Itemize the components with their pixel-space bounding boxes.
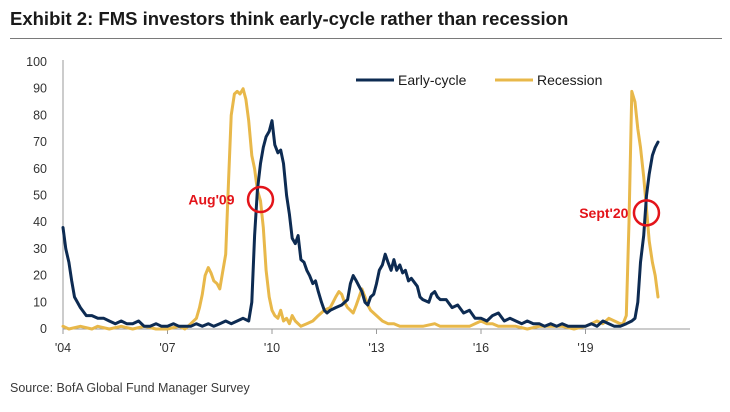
y-tick-label: 40 — [33, 215, 47, 229]
x-tick-label: '07 — [159, 341, 175, 355]
y-tick-label: 70 — [33, 135, 47, 149]
series-line-recession — [61, 87, 660, 331]
x-tick-label: '04 — [55, 341, 71, 355]
annotation-label: Aug'09 — [188, 192, 234, 208]
legend-label-early-cycle: Early-cycle — [398, 72, 467, 88]
source-note: Source: BofA Global Fund Manager Survey — [10, 381, 250, 395]
y-tick-label: 30 — [33, 242, 47, 256]
legend-label-recession: Recession — [537, 72, 602, 88]
series-line-early-cycle — [61, 119, 660, 328]
annotation-label: Sept'20 — [579, 205, 628, 221]
chart-title: Exhibit 2: FMS investors think early-cyc… — [10, 8, 569, 29]
title-divider — [10, 38, 722, 39]
y-tick-label: 10 — [33, 295, 47, 309]
x-tick-label: '10 — [264, 341, 280, 355]
y-tick-label: 80 — [33, 108, 47, 122]
y-tick-label: 20 — [33, 269, 47, 283]
y-tick-label: 50 — [33, 189, 47, 203]
y-tick-label: 90 — [33, 82, 47, 96]
y-tick-label: 0 — [40, 322, 47, 336]
annotation-circle — [632, 199, 661, 227]
x-tick-label: '13 — [368, 341, 384, 355]
y-tick-label: 60 — [33, 162, 47, 176]
annotation-circle — [246, 185, 275, 214]
legend: Early-cycle Recession — [356, 72, 602, 88]
x-tick-label: '19 — [577, 341, 593, 355]
x-tick-label: '16 — [473, 341, 489, 355]
y-tick-label: 100 — [26, 55, 47, 69]
